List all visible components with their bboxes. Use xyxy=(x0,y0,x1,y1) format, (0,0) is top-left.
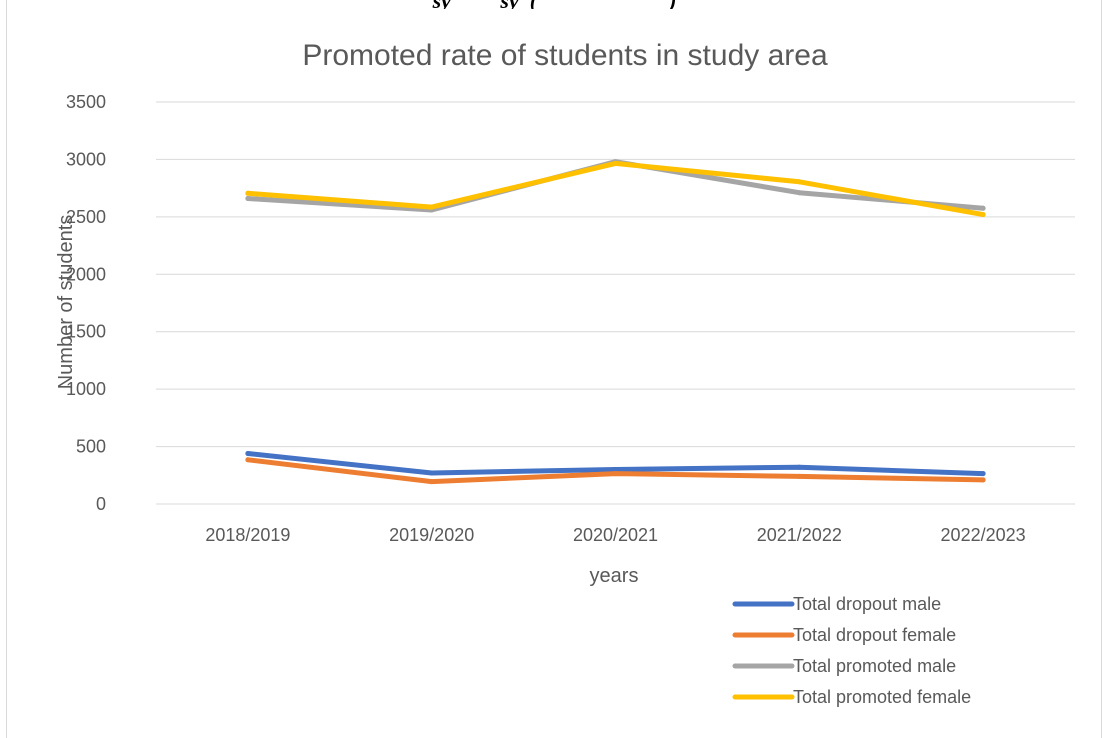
data-point xyxy=(980,471,986,477)
x-axis-ticks: 2018/2019 2019/2020 2020/2021 2021/2022 2022… xyxy=(205,525,1025,545)
data-point xyxy=(245,195,251,201)
x-tick-label: 2020/2021 xyxy=(573,525,658,545)
y-tick-label: 1000 xyxy=(66,379,106,399)
y-tick-label: 3500 xyxy=(66,92,106,112)
data-point xyxy=(613,471,618,477)
data-point xyxy=(245,190,251,196)
data-point xyxy=(613,467,618,473)
header-fragment-text: sy sy ( ) xyxy=(0,0,1109,9)
x-tick-label: 2019/2020 xyxy=(389,525,474,545)
y-tick-label: 1500 xyxy=(66,322,106,342)
page-header-fragment: sy sy ( ) xyxy=(0,0,1109,9)
y-tick-label: 3000 xyxy=(66,149,106,169)
data-point xyxy=(796,179,802,185)
x-tick-label: 2022/2023 xyxy=(941,525,1026,545)
y-tick-label: 500 xyxy=(76,437,106,457)
data-point xyxy=(245,457,251,463)
data-point xyxy=(980,477,986,483)
chart-frame xyxy=(6,0,1102,738)
data-point xyxy=(613,160,618,166)
data-point xyxy=(245,450,251,456)
data-point xyxy=(796,190,802,196)
data-point xyxy=(796,464,802,470)
legend: Total dropout male Total dropout female To… xyxy=(732,594,971,707)
y-tick-label: 2000 xyxy=(66,264,106,284)
chart-title: Promoted rate of students in study area xyxy=(302,39,828,72)
series-lines xyxy=(245,159,986,485)
y-tick-label: 0 xyxy=(96,494,106,514)
data-point xyxy=(980,212,986,218)
data-point xyxy=(796,473,802,479)
legend-label: Total promoted male xyxy=(793,656,956,676)
y-tick-label: 2500 xyxy=(66,207,106,227)
x-tick-label: 2021/2022 xyxy=(757,525,842,545)
y-axis-ticks: 0 500 1000 1500 2000 2500 3000 3500 xyxy=(66,92,106,514)
legend-label: Total dropout male xyxy=(793,594,941,614)
data-point xyxy=(429,204,435,210)
data-point xyxy=(980,205,986,211)
legend-label: Total dropout female xyxy=(793,625,956,645)
data-point xyxy=(429,470,435,476)
y-axis-label: Number of students xyxy=(55,215,77,390)
data-point xyxy=(429,479,435,485)
x-tick-label: 2018/2019 xyxy=(205,525,290,545)
legend-label: Total promoted female xyxy=(793,687,971,707)
x-axis-label: years xyxy=(590,565,639,587)
